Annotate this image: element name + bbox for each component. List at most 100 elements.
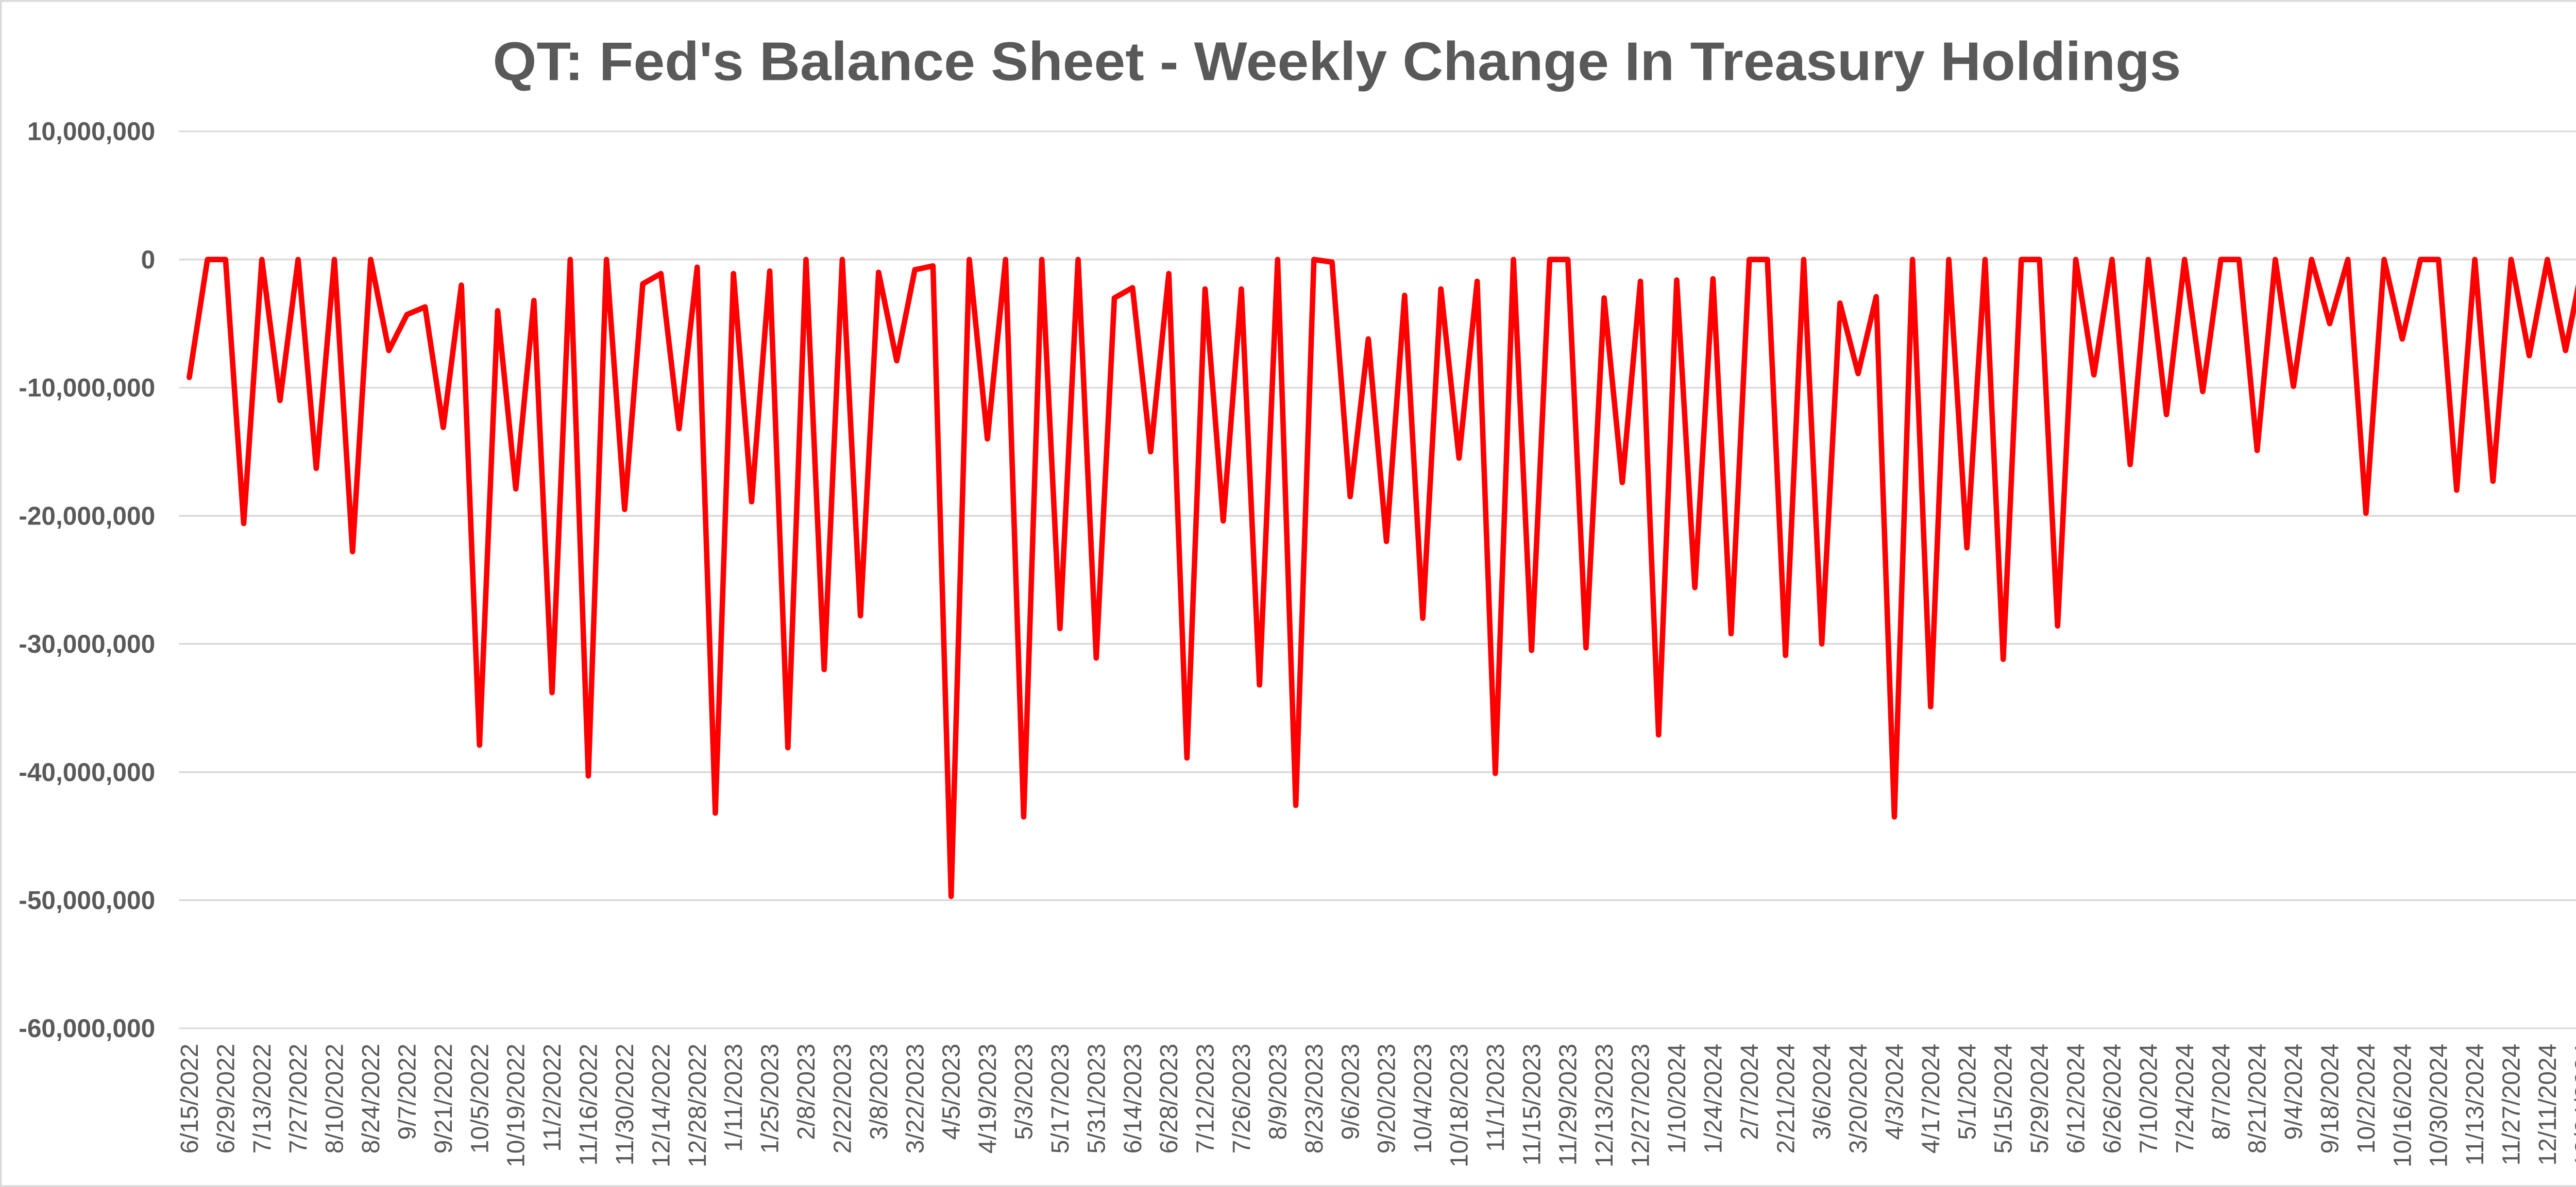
data-point [1653,730,1664,740]
data-point [692,262,702,273]
x-tick-label: 8/21/2024 [2244,1044,2272,1154]
data-point [583,771,594,781]
x-tick-label: 6/28/2023 [1156,1044,1183,1154]
data-point [275,395,285,405]
x-tick-label: 11/15/2023 [1518,1044,1546,1166]
data-point [1109,293,1120,303]
data-point [2125,460,2136,470]
x-tick-label: 2/7/2024 [1736,1044,1764,1140]
x-tick-label: 11/30/2022 [612,1044,639,1166]
data-point [1381,536,1392,547]
data-point [1472,276,1482,286]
data-point [1545,255,1555,265]
x-tick-label: 7/13/2022 [249,1044,276,1154]
data-point [1889,812,1900,822]
data-point [1490,768,1500,778]
data-point [1853,368,1863,379]
data-point [1962,542,1972,553]
data-point [1145,447,1156,457]
x-tick-label: 11/27/2024 [2498,1044,2526,1166]
data-point [2488,476,2498,486]
data-point [1563,255,1573,265]
data-point [547,687,557,698]
data-point [366,255,376,265]
data-point [1581,642,1591,653]
x-tick-label: 2/8/2023 [793,1044,820,1140]
data-point [384,345,394,355]
y-axis-labels: 10,000,000 0 -10,000,000 -20,000,000 -30,000… [19,117,155,1043]
data-point [2506,255,2516,265]
data-point [2270,255,2280,265]
data-point [2234,255,2244,265]
x-tick-label: 11/16/2022 [575,1044,603,1166]
y-tick-label: -40,000,000 [19,758,155,787]
data-point [1418,613,1428,623]
chart-title: QT: Fed's Balance Sheet - Weekly Change … [493,31,2181,92]
y-tick-label: 10,000,000 [27,117,155,146]
data-point [1127,282,1138,293]
data-point [1944,255,1954,265]
x-tick-label: 6/26/2024 [2099,1044,2126,1154]
y-tick-label: -50,000,000 [19,886,155,915]
x-tick-label: 11/29/2023 [1555,1044,1582,1166]
data-point [1925,702,1936,712]
x-tick-label: 8/7/2024 [2208,1044,2235,1140]
data-point [565,255,575,265]
data-point [728,268,739,279]
x-tick-label: 8/24/2022 [358,1044,385,1154]
x-tick-label: 10/5/2022 [466,1044,494,1154]
series-line [187,257,2576,900]
x-tick-label: 3/22/2023 [902,1044,929,1154]
x-tick-label: 6/12/2024 [2063,1044,2090,1154]
data-point [239,518,249,529]
data-point [1817,639,1827,649]
x-tick-label: 8/9/2023 [1264,1044,1292,1140]
y-tick-label: -10,000,000 [19,374,155,402]
x-tick-label: 4/17/2024 [1918,1044,1945,1154]
data-point [1255,680,1265,690]
x-tick-label: 7/10/2024 [2135,1044,2162,1154]
data-point [656,268,666,279]
data-point [1019,812,1029,822]
x-tick-label: 1/11/2023 [720,1044,748,1152]
data-point [2397,334,2408,344]
data-point [474,740,485,750]
data-point [910,265,920,275]
data-point [1708,274,1718,284]
data-point [1291,800,1301,810]
x-tick-label: 2/21/2024 [1772,1044,1800,1154]
data-point [765,266,775,276]
data-point [511,484,521,494]
x-axis-labels: 6/15/2022 6/29/2022 7/13/2022 7/27/2022 8/10… [176,1044,2576,1167]
data-point [2415,255,2426,265]
data-point [928,261,938,271]
data-point [221,255,231,265]
data-point [2053,621,2063,631]
data-point [1037,255,1047,265]
data-point [1635,276,1646,286]
data-point [1726,629,1736,639]
x-tick-label: 8/10/2022 [321,1044,349,1154]
x-tick-label: 5/3/2023 [1011,1044,1038,1140]
data-point [1617,478,1628,488]
data-point [619,504,630,515]
x-tick-label: 11/1/2023 [1482,1044,1510,1152]
data-point [2379,255,2389,265]
data-point [892,355,902,366]
x-tick-label: 10/19/2022 [503,1044,530,1167]
x-tick-label: 4/5/2023 [938,1044,965,1140]
data-point [2016,255,2026,265]
data-point [1327,257,1337,267]
data-point [946,891,956,902]
x-tick-label: 7/27/2022 [285,1044,312,1154]
data-point [819,665,829,675]
data-point [1980,255,1990,265]
x-tick-label: 9/7/2022 [394,1044,421,1140]
gridlines [179,130,2576,1029]
data-point [2307,255,2317,265]
data-point [456,280,467,291]
data-point [801,255,811,265]
x-tick-label: 12/11/2024 [2534,1044,2562,1166]
data-point [2143,255,2154,265]
